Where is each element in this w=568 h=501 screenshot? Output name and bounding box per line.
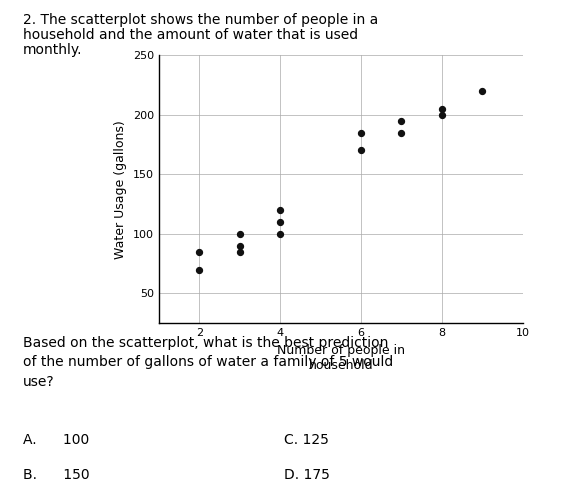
Point [275,230,285,238]
Point [275,206,285,214]
Point [397,129,406,137]
Text: C. 125: C. 125 [284,433,329,447]
Text: Based on the scatterplot, what is the best prediction
of the number of gallons o: Based on the scatterplot, what is the be… [23,336,393,389]
Point [357,129,366,137]
Point [235,241,244,249]
Text: monthly.: monthly. [23,43,82,57]
X-axis label: Number of people in
household: Number of people in household [277,344,405,372]
Point [397,117,406,125]
Point [478,87,487,95]
Point [437,105,446,113]
Text: A.      100: A. 100 [23,433,89,447]
Point [195,247,204,256]
Point [437,111,446,119]
Text: B.      150: B. 150 [23,468,89,482]
Point [275,218,285,226]
Text: household and the amount of water that is used: household and the amount of water that i… [23,28,358,42]
Point [235,230,244,238]
Text: 2. The scatterplot shows the number of people in a: 2. The scatterplot shows the number of p… [23,13,378,27]
Point [195,266,204,274]
Point [235,247,244,256]
Text: D. 175: D. 175 [284,468,330,482]
Y-axis label: Water Usage (gallons): Water Usage (gallons) [115,120,127,259]
Point [357,146,366,154]
